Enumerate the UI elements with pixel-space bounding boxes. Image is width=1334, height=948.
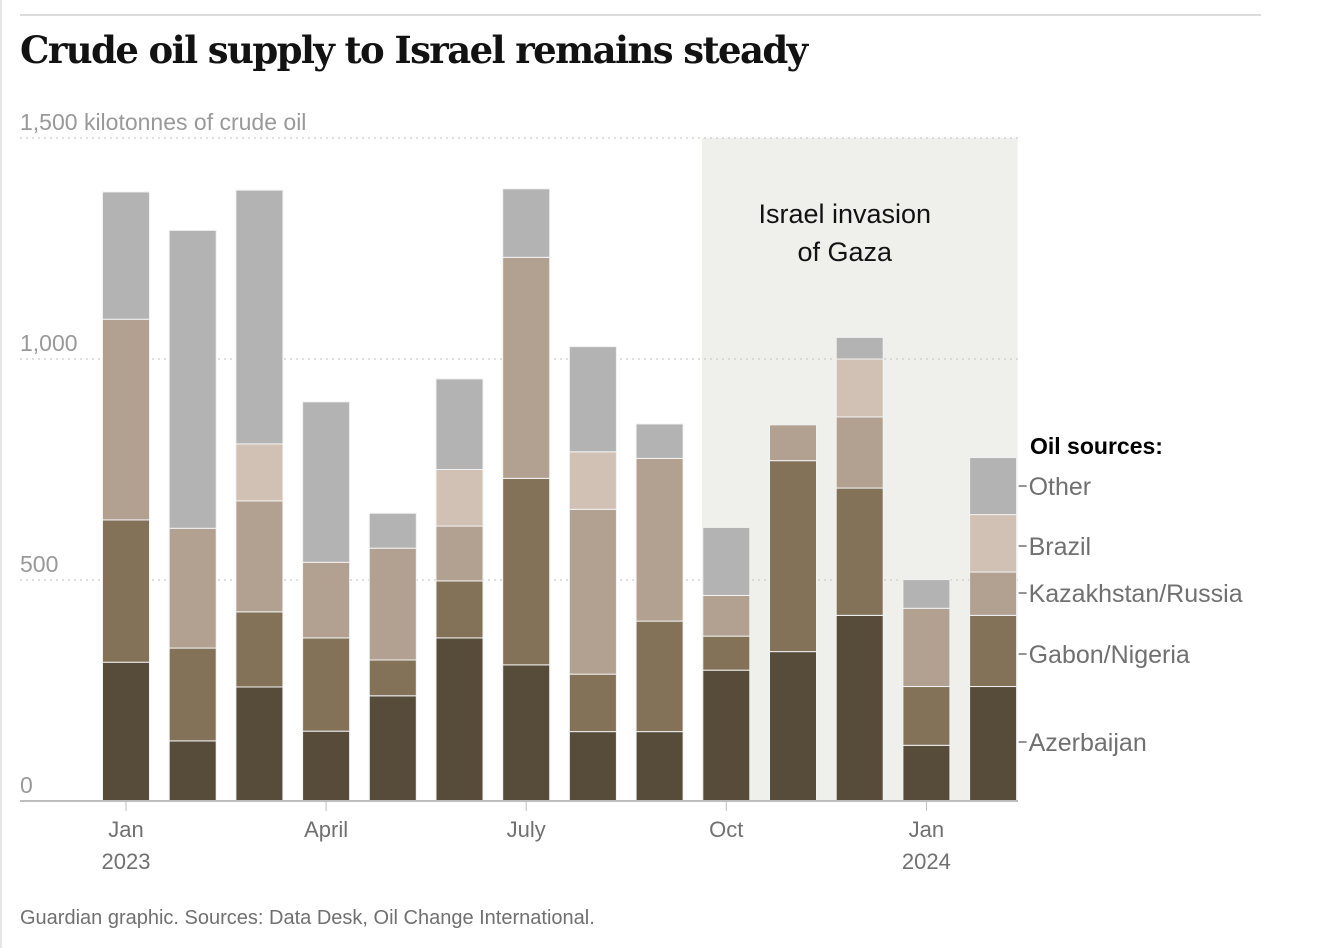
bar-segment-other	[368, 512, 417, 549]
bar-segment-kazakhstan-russia	[769, 424, 817, 462]
bar-segment-azerbaijan	[168, 740, 217, 802]
bar-segment-other	[235, 189, 284, 445]
bar-segment-azerbaijan	[102, 661, 150, 802]
bar-stack	[769, 424, 817, 802]
x-tick-label: July	[507, 817, 546, 842]
bar-segment-azerbaijan	[902, 744, 951, 802]
bar-stack	[168, 229, 217, 802]
bar-segment-brazil	[235, 443, 284, 502]
bar-segment-azerbaijan	[568, 731, 617, 802]
y-tick-label: 500	[20, 551, 58, 577]
bar-segment-kazakhstan-russia	[902, 607, 951, 688]
bar-stack	[969, 457, 1018, 802]
y-tick-label: 1,500 kilotonnes of crude oil	[20, 109, 306, 135]
bar-segment-other	[168, 229, 217, 529]
bar-segment-gabon-nigeria	[835, 487, 884, 616]
chart-title: Crude oil supply to Israel remains stead…	[20, 28, 808, 72]
bar-segment-gabon-nigeria	[635, 620, 684, 733]
bar-segment-azerbaijan	[969, 686, 1018, 802]
bar-segment-kazakhstan-russia	[502, 256, 551, 479]
x-tick-sublabel: 2023	[102, 849, 151, 874]
bar-stack	[368, 512, 417, 802]
bar-segment-brazil	[969, 514, 1018, 573]
bar-segment-kazakhstan-russia	[168, 527, 217, 649]
top-rule	[20, 14, 1261, 16]
bar-segment-gabon-nigeria	[769, 460, 817, 653]
bar-segment-azerbaijan	[835, 614, 884, 802]
bar-segment-other	[435, 378, 484, 471]
legend-label: Azerbaijan	[1029, 729, 1147, 757]
bar-segment-other	[502, 188, 551, 258]
bar-stack	[835, 336, 884, 802]
x-tick-label: Oct	[709, 817, 743, 842]
bar-segment-other	[635, 423, 684, 459]
bar-segment-azerbaijan	[368, 695, 417, 802]
legend-label: Brazil	[1029, 533, 1092, 561]
bar-segment-gabon-nigeria	[969, 614, 1018, 688]
bar-segment-other	[102, 191, 150, 320]
bar-segment-kazakhstan-russia	[368, 547, 417, 661]
bar-segment-brazil	[435, 469, 484, 527]
bar-segment-kazakhstan-russia	[568, 508, 617, 675]
bar-segment-kazakhstan-russia	[235, 500, 284, 613]
x-tick-label: Jan	[108, 817, 143, 842]
annotation-label: of Gaza	[797, 237, 893, 267]
legend-title: Oil sources:	[1030, 433, 1163, 459]
bar-segment-kazakhstan-russia	[635, 457, 684, 622]
bar-segment-kazakhstan-russia	[969, 571, 1018, 616]
bar-segment-kazakhstan-russia	[302, 561, 351, 639]
bar-segment-azerbaijan	[635, 731, 684, 802]
legend-label: Other	[1029, 473, 1092, 501]
bar-stack	[102, 191, 150, 802]
bar-segment-azerbaijan	[502, 664, 551, 802]
annotation-label: Israel invasion	[758, 199, 931, 229]
bar-segment-azerbaijan	[702, 669, 751, 802]
bar-stack	[902, 579, 951, 802]
bar-segment-azerbaijan	[235, 686, 284, 802]
legend-label: Kazakhstan/Russia	[1029, 580, 1243, 608]
bar-stack	[702, 526, 751, 802]
bar-segment-gabon-nigeria	[168, 647, 217, 742]
bar-segment-brazil	[568, 451, 617, 510]
x-tick-sublabel: 2024	[902, 849, 951, 874]
bar-segment-kazakhstan-russia	[102, 318, 150, 521]
x-tick-label: Jan	[909, 817, 944, 842]
bar-segment-other	[835, 336, 884, 360]
bar-stack	[502, 188, 551, 802]
bar-stack	[235, 189, 284, 802]
bar-segment-gabon-nigeria	[502, 477, 551, 666]
left-border	[0, 0, 2, 948]
bar-stack	[435, 378, 484, 802]
bar-segment-gabon-nigeria	[368, 659, 417, 697]
bar-segment-other	[302, 401, 351, 563]
bar-segment-kazakhstan-russia	[435, 525, 484, 582]
bar-segment-gabon-nigeria	[235, 611, 284, 688]
bar-segment-brazil	[835, 358, 884, 418]
bar-segment-gabon-nigeria	[302, 637, 351, 732]
bar-segment-gabon-nigeria	[702, 635, 751, 671]
y-tick-label: 0	[20, 772, 33, 798]
bar-segment-gabon-nigeria	[102, 519, 150, 663]
bar-segment-azerbaijan	[435, 637, 484, 802]
y-tick-label: 1,000	[20, 330, 78, 356]
bar-segment-kazakhstan-russia	[835, 416, 884, 489]
bar-segment-gabon-nigeria	[435, 580, 484, 639]
bar-segment-kazakhstan-russia	[702, 594, 751, 637]
legend-label: Gabon/Nigeria	[1029, 641, 1190, 669]
bar-segment-other	[969, 457, 1018, 516]
bar-stack	[635, 423, 684, 802]
bar-segment-gabon-nigeria	[568, 673, 617, 733]
bar-stack	[302, 401, 351, 802]
x-tick-label: April	[304, 817, 348, 842]
bar-segment-other	[568, 346, 617, 453]
bar-stack	[568, 346, 617, 802]
bar-segment-azerbaijan	[302, 730, 351, 802]
bar-segment-other	[702, 526, 751, 596]
bar-segment-gabon-nigeria	[902, 686, 951, 746]
bar-segment-azerbaijan	[769, 651, 817, 802]
source-footer: Guardian graphic. Sources: Data Desk, Oi…	[20, 907, 595, 929]
bar-segment-other	[902, 579, 951, 609]
